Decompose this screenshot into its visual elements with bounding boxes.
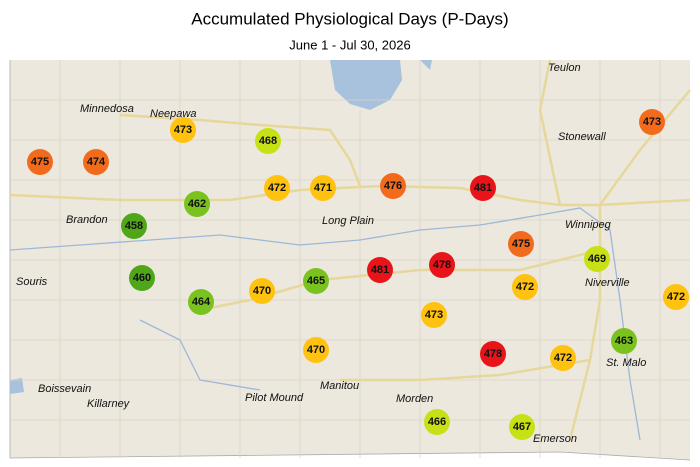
station-value: 475 (31, 156, 49, 168)
station-value: 470 (307, 344, 325, 356)
station-value: 475 (512, 238, 530, 250)
place-label: Teulon (548, 62, 581, 74)
station-marker (129, 265, 155, 291)
station-value: 470 (253, 285, 271, 297)
place-label: Neepawa (150, 108, 196, 120)
station-marker (421, 302, 447, 328)
station-value: 478 (433, 259, 451, 271)
station-value: 472 (516, 281, 534, 293)
place-label: Boissevain (38, 383, 91, 395)
station-marker (512, 274, 538, 300)
station-marker (303, 268, 329, 294)
station-value: 464 (192, 296, 211, 308)
station-value: 466 (428, 416, 446, 428)
station-value: 460 (133, 272, 151, 284)
station-marker (249, 278, 275, 304)
station-value: 467 (513, 421, 531, 433)
station-marker (639, 109, 665, 135)
station-value: 473 (174, 124, 192, 136)
station-marker (310, 175, 336, 201)
subtitle: June 1 - Jul 30, 2026 (289, 37, 410, 52)
place-label: Morden (396, 393, 433, 405)
title: Accumulated Physiological Days (P-Days) (191, 9, 508, 28)
station-value: 458 (125, 220, 143, 232)
station-marker (508, 231, 534, 257)
station-marker (424, 409, 450, 435)
station-marker (663, 284, 689, 310)
station-marker (470, 175, 496, 201)
place-label: Emerson (533, 433, 577, 445)
station-marker (550, 345, 576, 371)
place-label: Minnedosa (80, 103, 134, 115)
place-label: Stonewall (558, 131, 606, 143)
station-value: 465 (307, 275, 325, 287)
place-label: Long Plain (322, 215, 374, 227)
station-value: 478 (484, 348, 502, 360)
station-marker (429, 252, 455, 278)
station-marker (121, 213, 147, 239)
station-value: 471 (314, 182, 332, 194)
station-value: 473 (643, 116, 661, 128)
station-marker (509, 414, 535, 440)
station-marker (27, 149, 53, 175)
place-label: Manitou (320, 380, 359, 392)
station-value: 472 (268, 182, 286, 194)
station-marker (83, 149, 109, 175)
station-marker (264, 175, 290, 201)
place-label: Niverville (585, 277, 630, 289)
station-marker (480, 341, 506, 367)
station-value: 472 (554, 352, 572, 364)
station-marker (611, 328, 637, 354)
place-label: Killarney (87, 398, 131, 410)
station-marker (184, 191, 210, 217)
station-value: 462 (188, 198, 206, 210)
station-value: 468 (259, 135, 277, 147)
station-value: 473 (425, 309, 443, 321)
place-label: St. Malo (606, 357, 646, 369)
station-marker (255, 128, 281, 154)
station-marker (188, 289, 214, 315)
station-value: 481 (371, 264, 389, 276)
station-value: 469 (588, 253, 606, 265)
place-label: Souris (16, 276, 48, 288)
station-value: 481 (474, 182, 492, 194)
station-value: 463 (615, 335, 633, 347)
station-value: 476 (384, 180, 402, 192)
place-label: Winnipeg (565, 219, 612, 231)
place-label: Brandon (66, 214, 108, 226)
station-value: 472 (667, 291, 685, 303)
station-marker (170, 117, 196, 143)
station-marker (303, 337, 329, 363)
station-marker (367, 257, 393, 283)
place-label: Pilot Mound (245, 392, 304, 404)
station-marker (380, 173, 406, 199)
station-value: 474 (87, 156, 106, 168)
station-marker (584, 246, 610, 272)
